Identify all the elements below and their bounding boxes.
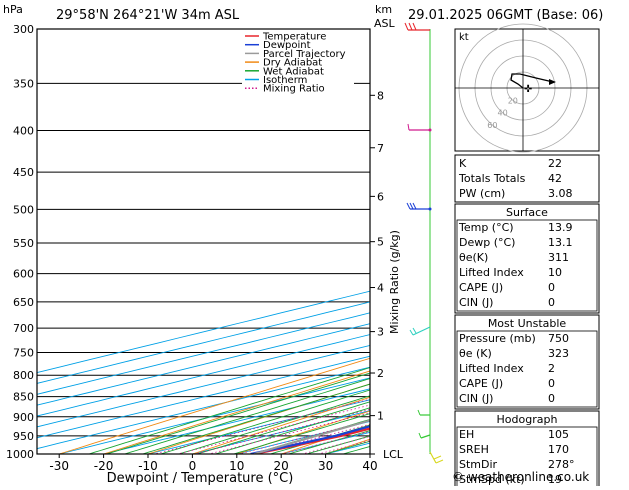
pressure-tick-label: 650 xyxy=(13,296,34,309)
table-row-label: Lifted Index xyxy=(459,266,524,279)
legend-entry-label: Mixing Ratio xyxy=(263,84,325,95)
table-row-value: 0 xyxy=(548,392,555,405)
table-row-value: 750 xyxy=(548,332,569,345)
pressure-tick-label: 950 xyxy=(13,430,34,443)
table-row-label: EH xyxy=(459,428,474,441)
km-tick-label: 7 xyxy=(377,142,384,155)
table-row-value: 0 xyxy=(548,377,555,390)
table-row-label: θe(K) xyxy=(459,251,488,264)
wind-barb-700 xyxy=(410,327,430,335)
table-row-label: Temp (°C) xyxy=(458,221,514,234)
hpa-label: hPa xyxy=(3,3,23,16)
table-row-value: 105 xyxy=(548,428,569,441)
wind-barb-900 xyxy=(418,410,430,415)
table-row-label: CAPE (J) xyxy=(459,281,503,294)
table-row-value: 2 xyxy=(548,362,555,375)
table-row-label: CIN (J) xyxy=(459,296,493,309)
mixing-ratio-axis-title: Mixing Ratio (g/kg) xyxy=(388,230,401,334)
wind-barb-1000 xyxy=(430,452,443,463)
km-tick-label: 2 xyxy=(377,367,384,380)
pressure-tick-label: 500 xyxy=(13,203,34,216)
pressure-tick-label: 350 xyxy=(13,77,34,90)
pressure-tick-label: 400 xyxy=(13,125,34,138)
table-row-value: 311 xyxy=(548,251,569,264)
table-row-value: 0 xyxy=(548,281,555,294)
table-section-title: Most Unstable xyxy=(488,317,567,330)
table-row-value: 42 xyxy=(548,172,562,185)
pressure-tick-label: 300 xyxy=(13,23,34,36)
table-row-label: SREH xyxy=(459,443,489,456)
pressure-tick-label: 850 xyxy=(13,391,34,404)
pressure-tick-label: 700 xyxy=(13,322,34,335)
wind-barb-500 xyxy=(407,203,432,211)
km-tick-label: 6 xyxy=(377,190,384,203)
table-row-value: 323 xyxy=(548,347,569,360)
table-row-label: Pressure (mb) xyxy=(459,332,536,345)
hodograph-ring-label: 40 xyxy=(498,109,508,118)
pressure-tick-label: 450 xyxy=(13,166,34,179)
km-label: km xyxy=(375,3,392,16)
wind-barbs xyxy=(405,23,443,463)
table-row-label: CAPE (J) xyxy=(459,377,503,390)
datetime-title: 29.01.2025 06GMT (Base: 06) xyxy=(408,8,603,23)
table-section-title: Hodograph xyxy=(497,413,558,426)
temperature-tick-label: 40 xyxy=(362,459,377,473)
x-axis-title: Dewpoint / Temperature (°C) xyxy=(107,471,294,486)
km-tick-label: 4 xyxy=(377,282,384,295)
pressure-tick-label: 750 xyxy=(13,346,34,359)
km-tick-label: 8 xyxy=(377,89,384,102)
pressure-tick-label: 550 xyxy=(13,237,34,250)
table-row-value: 22 xyxy=(548,157,562,170)
storm-motion-marker-icon: ✜ xyxy=(524,84,532,95)
table-row-value: 0 xyxy=(548,296,555,309)
table-row-value: 13.9 xyxy=(548,221,573,234)
footer-credit: © weatheronline.co.uk xyxy=(452,470,589,484)
table-row-value: 3.08 xyxy=(548,187,573,200)
temperature-tick-label: -30 xyxy=(49,459,69,473)
table-row-value: 170 xyxy=(548,443,569,456)
wind-barb-950 xyxy=(419,433,430,438)
pressure-axis: 300 350 400 450 500 550 600 650 700 750 800 850 900 9… xyxy=(6,23,34,461)
table-row-label: θe (K) xyxy=(459,347,492,360)
location-title: 29°58'N 264°21'W 34m ASL xyxy=(56,8,240,23)
pressure-tick-label: 900 xyxy=(13,411,34,424)
hodograph-ring-label: 60 xyxy=(487,121,497,130)
km-tick-label: 3 xyxy=(377,326,384,339)
table-row-label: K xyxy=(459,157,467,170)
table-row-label: Dewp (°C) xyxy=(459,236,515,249)
table-row-label: CIN (J) xyxy=(459,392,493,405)
pressure-tick-label: 1000 xyxy=(6,448,34,461)
table-row-value: 13.1 xyxy=(548,236,573,249)
temperature-tick-label: 30 xyxy=(318,459,333,473)
km-tick-label: 1 xyxy=(377,410,384,423)
table-section-title: Surface xyxy=(506,206,548,219)
pressure-tick-label: 600 xyxy=(13,268,34,281)
hodograph-ring-label: 20 xyxy=(508,96,518,105)
asl-label: ASL xyxy=(374,17,396,30)
wind-barb-400 xyxy=(408,124,432,132)
hodograph-unit: kt xyxy=(459,32,469,43)
pressure-tick-label: 800 xyxy=(13,369,34,382)
km-tick-label: LCL xyxy=(383,448,404,461)
table-row-label: PW (cm) xyxy=(459,187,505,200)
table-row-value: 10 xyxy=(548,266,562,279)
table-row-label: Totals Totals xyxy=(458,172,526,185)
wind-barb-300 xyxy=(405,23,430,30)
table-row-label: Lifted Index xyxy=(459,362,524,375)
km-tick-label: 5 xyxy=(377,236,384,249)
